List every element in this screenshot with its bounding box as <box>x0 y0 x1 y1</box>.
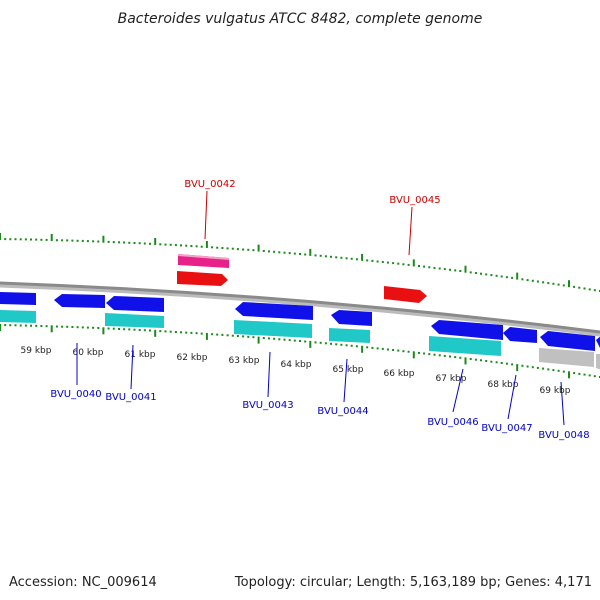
leader-line <box>452 368 464 413</box>
gene-label-bvu-0041[interactable]: BVU_0041 <box>105 392 156 403</box>
kbp-label: 59 kbp <box>21 346 52 356</box>
gene-label-bvu-0045[interactable]: BVU_0045 <box>389 195 440 206</box>
forward-strand-genes <box>177 254 427 303</box>
gene-cyan-0046[interactable] <box>429 336 501 356</box>
leader-line <box>560 381 565 426</box>
kbp-label: 60 kbp <box>73 348 104 358</box>
gene-bvu-0041[interactable] <box>106 296 164 312</box>
gene-label-bvu-0043[interactable]: BVU_0043 <box>242 400 293 411</box>
gene-label-bvu-0042[interactable]: BVU_0042 <box>184 179 235 190</box>
gene-cyan-0041[interactable] <box>105 313 164 328</box>
gene-bvu-0042-pink-shade <box>178 254 229 260</box>
gene-bvu-0043[interactable] <box>235 302 313 320</box>
leader-line <box>130 344 134 390</box>
gene-label-bvu-0048[interactable]: BVU_0048 <box>538 430 589 441</box>
topology-text: Topology: circular; Length: 5,163,189 bp… <box>234 575 592 590</box>
gene-bvu-0042[interactable] <box>177 271 228 286</box>
reverse-strand-genes <box>0 292 600 370</box>
kbp-label: 62 kbp <box>177 353 208 363</box>
outer-tick-track <box>0 233 600 292</box>
map-title: Bacteroides vulgatus ATCC 8482, complete… <box>118 11 483 27</box>
gene-label-bvu-0040[interactable]: BVU_0040 <box>50 389 101 400</box>
kbp-scale: 59 kbp 60 kbp 61 kbp 62 kbp 63 kbp 64 kb… <box>21 346 571 396</box>
accession-text: Accession: NC_009614 <box>9 575 157 590</box>
gene-bvu-0045[interactable] <box>384 286 427 303</box>
kbp-label: 69 kbp <box>540 386 571 396</box>
gene-label-bvu-0047[interactable]: BVU_0047 <box>481 423 532 434</box>
gene-label-bvu-0046[interactable]: BVU_0046 <box>427 417 478 428</box>
leader-line <box>343 358 348 403</box>
kbp-label: 68 kbp <box>488 380 519 390</box>
genome-backbone <box>0 281 600 334</box>
gene-bvu-0040[interactable] <box>54 294 105 308</box>
kbp-label: 65 kbp <box>333 365 364 375</box>
gene-blue-0049[interactable] <box>596 335 600 352</box>
kbp-label: 66 kbp <box>384 369 415 379</box>
gene-gray-0049[interactable] <box>596 354 600 370</box>
gene-label-bvu-0044[interactable]: BVU_0044 <box>317 406 368 417</box>
gene-cyan-0043[interactable] <box>234 320 312 338</box>
kbp-label: 61 kbp <box>125 350 156 360</box>
kbp-label: 63 kbp <box>229 356 260 366</box>
leader-line <box>267 351 271 398</box>
gene-bvu-0048[interactable] <box>540 331 595 351</box>
leader-line <box>204 190 208 240</box>
gene-bvu-0044[interactable] <box>331 310 372 326</box>
leader-line <box>507 374 517 420</box>
genome-backbone-shadow <box>0 282 600 337</box>
gene-gray-0048[interactable] <box>539 348 594 367</box>
gene-cyan-0039[interactable] <box>0 310 36 323</box>
gene-cyan-0044[interactable] <box>329 328 370 343</box>
gene-blue-0039[interactable] <box>0 292 36 305</box>
inner-tick-track <box>0 324 600 379</box>
gene-bvu-0046[interactable] <box>431 320 503 340</box>
kbp-label: 64 kbp <box>281 360 312 370</box>
gene-bvu-0047[interactable] <box>503 327 537 343</box>
leader-line <box>408 206 413 256</box>
kbp-label: 67 kbp <box>436 374 467 384</box>
gene-labels: BVU_0040 BVU_0041 BVU_0042 BVU_0043 BVU_… <box>50 179 589 441</box>
